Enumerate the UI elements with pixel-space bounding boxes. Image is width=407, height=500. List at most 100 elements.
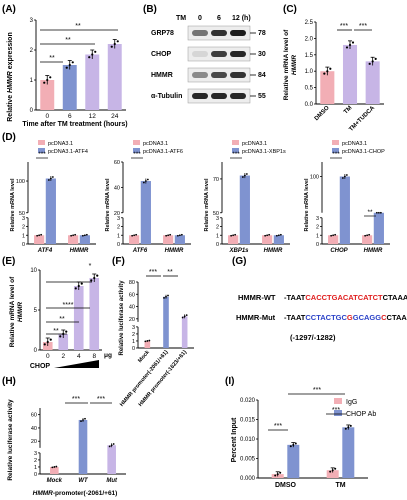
plot-A-y-tick-label: 2 bbox=[30, 48, 34, 54]
plot-D1-y-tick-label: 0 bbox=[22, 242, 25, 248]
plot-C-y-tick-label: 2.0 bbox=[305, 36, 314, 42]
plot-H-x-tick-label: Mut bbox=[106, 478, 118, 484]
plot-D4-y-tick-label: 2 bbox=[316, 225, 319, 231]
plot-D4-data-point bbox=[345, 174, 348, 176]
plot-I-data-point bbox=[276, 473, 279, 476]
panel-h-ylabel: Relative luciferase activity bbox=[7, 399, 14, 481]
plot-D2-bar bbox=[174, 235, 185, 244]
panel-g-position: (-1297/-1282) bbox=[290, 333, 336, 342]
plot-D4-bar bbox=[339, 176, 350, 244]
plot-D1-legend-label: pcDNA3.1-ATF4 bbox=[48, 149, 88, 155]
plot-I-data-point bbox=[274, 474, 277, 477]
panel-i-plot: 0.000 0.005 0.010 0.015 0.020 DMSO TM bbox=[240, 398, 368, 489]
plot-I-data-point bbox=[329, 470, 332, 473]
plot-H-y-tick-label: 20 bbox=[31, 439, 37, 445]
plot-D4-bar bbox=[362, 235, 373, 244]
plot-A-bar bbox=[62, 65, 77, 110]
blot-band bbox=[192, 30, 208, 36]
blot-kda-label: 78 bbox=[258, 30, 266, 37]
plot-F-y-tick-label: 40 bbox=[129, 305, 135, 311]
plot-A-data-point bbox=[116, 40, 119, 43]
blot-band bbox=[230, 30, 246, 36]
plot-A-data-point bbox=[43, 81, 46, 84]
plot-H-bar bbox=[50, 466, 59, 474]
plot-C-x-tick-label: DMSO bbox=[314, 105, 331, 122]
plot-D2-y-tick-label: 3 bbox=[117, 216, 120, 222]
plot-E-x-tick-label: 2 bbox=[61, 353, 65, 360]
panel-f-sig-1: *** bbox=[149, 269, 157, 276]
plot-F-bar bbox=[181, 316, 188, 348]
plot-H-x-tick-label: Mock bbox=[47, 478, 63, 484]
plot-D1-data-point bbox=[36, 234, 39, 237]
plot-F-data-point bbox=[185, 314, 188, 317]
plot-D3-y-tick-label: 50 bbox=[213, 211, 219, 217]
plot-I-x-tick-label: TM bbox=[335, 482, 345, 489]
plot-D1-x-tick-label: HMMR bbox=[70, 248, 89, 254]
panel-h-xlabel: HMMR-promoter(-2061/+61) bbox=[33, 490, 118, 497]
plot-D1-y-tick-label: 50 bbox=[19, 211, 25, 217]
plot-C-y-tick-label: 0.5 bbox=[305, 86, 314, 92]
plot-A-data-point bbox=[113, 42, 116, 46]
plot-D3-legend-swatch bbox=[232, 140, 239, 145]
plot-D3-data-point bbox=[275, 234, 278, 237]
plot-D4-y-tick-label: 3 bbox=[316, 216, 319, 222]
plot-E-y-tick-label: 5 bbox=[34, 308, 38, 314]
plot-D3-bar bbox=[228, 235, 239, 244]
plot-H-y-tick-label: 60 bbox=[31, 413, 37, 419]
plot-H-y-tick-label: 1 bbox=[34, 465, 37, 471]
plot-D4-data-point bbox=[377, 211, 380, 214]
panel-e-plot: 0 5 10 0 2 4 8 bbox=[30, 268, 102, 360]
panel-b-time-12: 12 (h) bbox=[232, 15, 251, 22]
plot-D4-y-tick-label: 1 bbox=[316, 233, 319, 239]
plot-I-data-point bbox=[294, 442, 297, 445]
plot-A-x-tick-label: 6 bbox=[68, 113, 72, 120]
plot-H-data-point bbox=[51, 466, 54, 469]
panel-f-ylabel: Relative luciferase activity bbox=[119, 280, 125, 356]
plot-A-data-point bbox=[68, 63, 71, 67]
sequence-segment: CACCTGACATCATCT bbox=[305, 293, 383, 302]
panel-i: (I) Percent Input 0.0000.0050.0100.0150.… bbox=[225, 376, 376, 489]
blot-band bbox=[211, 93, 227, 99]
plot-A-data-point bbox=[46, 78, 49, 82]
plot-D2-data-point bbox=[167, 234, 170, 237]
plot-E-data-point bbox=[59, 335, 62, 338]
plot-F-data-point bbox=[148, 339, 151, 342]
plot-D4-bar bbox=[373, 212, 384, 244]
panel-i-sig-top: *** bbox=[313, 387, 321, 394]
panel-d3-plot: 0 1 2 350 70 XBP1s HMMR pcDNA3.1 pcDNA3.1-XBP1s R… bbox=[204, 140, 290, 254]
plot-C-y-tick-label: 0.0 bbox=[305, 102, 314, 108]
plot-I-data-point bbox=[347, 426, 350, 429]
plot-D1-y-tick-label: 2 bbox=[22, 225, 25, 231]
plot-H-bar bbox=[107, 445, 116, 474]
plot-D2-legend-swatch bbox=[133, 148, 140, 153]
plot-C-bar bbox=[365, 61, 380, 104]
plot-E-data-point bbox=[74, 287, 77, 290]
panel-b-time-0: 0 bbox=[198, 15, 202, 22]
plot-E-x-tick-label: 0 bbox=[46, 353, 50, 360]
plot-D3-data-point bbox=[243, 174, 246, 177]
panel-i-legend-chop: CHOP Ab bbox=[346, 411, 376, 418]
plot-D2-ylabel: Relative mRNA level bbox=[105, 178, 111, 231]
plot-C-x-tick-label: TM bbox=[343, 105, 353, 115]
panel-c-sig-2: *** bbox=[359, 23, 367, 30]
blot-kda-label: 30 bbox=[258, 51, 266, 58]
panel-f-sig-2: ** bbox=[167, 269, 173, 276]
panel-b-tm-label: TM bbox=[176, 15, 186, 22]
plot-F-y-tick-label: 3 bbox=[132, 325, 135, 331]
panel-i-legend-swatch-igg bbox=[334, 398, 342, 404]
blot-band bbox=[230, 72, 246, 78]
plot-D3-bar bbox=[273, 235, 284, 244]
plot-D3-y-tick-label: 3 bbox=[216, 216, 219, 222]
plot-F-y-tick-label: 1 bbox=[132, 339, 135, 345]
plot-D3-data-point bbox=[266, 234, 269, 237]
plot-I-y-tick-label: 0.015 bbox=[240, 418, 256, 424]
plot-D2-legend-swatch bbox=[133, 140, 140, 145]
plot-E-bar bbox=[73, 286, 84, 350]
plot-I-data-point bbox=[331, 469, 334, 472]
plot-I-y-tick-label: 0.020 bbox=[240, 398, 256, 404]
plot-D2-y-tick-label: 0 bbox=[117, 242, 120, 248]
plot-I-bar bbox=[342, 427, 355, 478]
plot-A-data-point bbox=[88, 56, 91, 59]
